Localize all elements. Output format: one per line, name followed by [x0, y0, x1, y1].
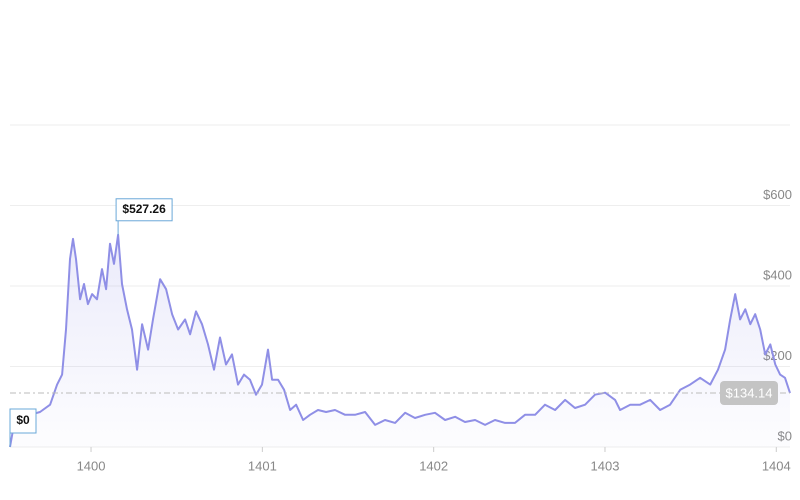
- x-tick-label: 1400: [77, 458, 106, 473]
- x-tick-label: 1404: [762, 458, 791, 473]
- x-tick-label: 1401: [248, 458, 277, 473]
- x-tick-label: 1402: [419, 458, 448, 473]
- y-tick-label: $400: [763, 267, 792, 282]
- annotation-label: $0: [16, 413, 30, 427]
- x-tick-label: 1403: [591, 458, 620, 473]
- current-price-label: $134.14: [726, 385, 773, 400]
- annotation-label: $527.26: [122, 202, 166, 216]
- annotation-box: [9, 408, 37, 434]
- annotation-box: [115, 198, 173, 222]
- y-tick-label: $600: [763, 187, 792, 202]
- price-line: [9, 233, 791, 448]
- area: [10, 234, 790, 447]
- current-price-box: [720, 381, 778, 406]
